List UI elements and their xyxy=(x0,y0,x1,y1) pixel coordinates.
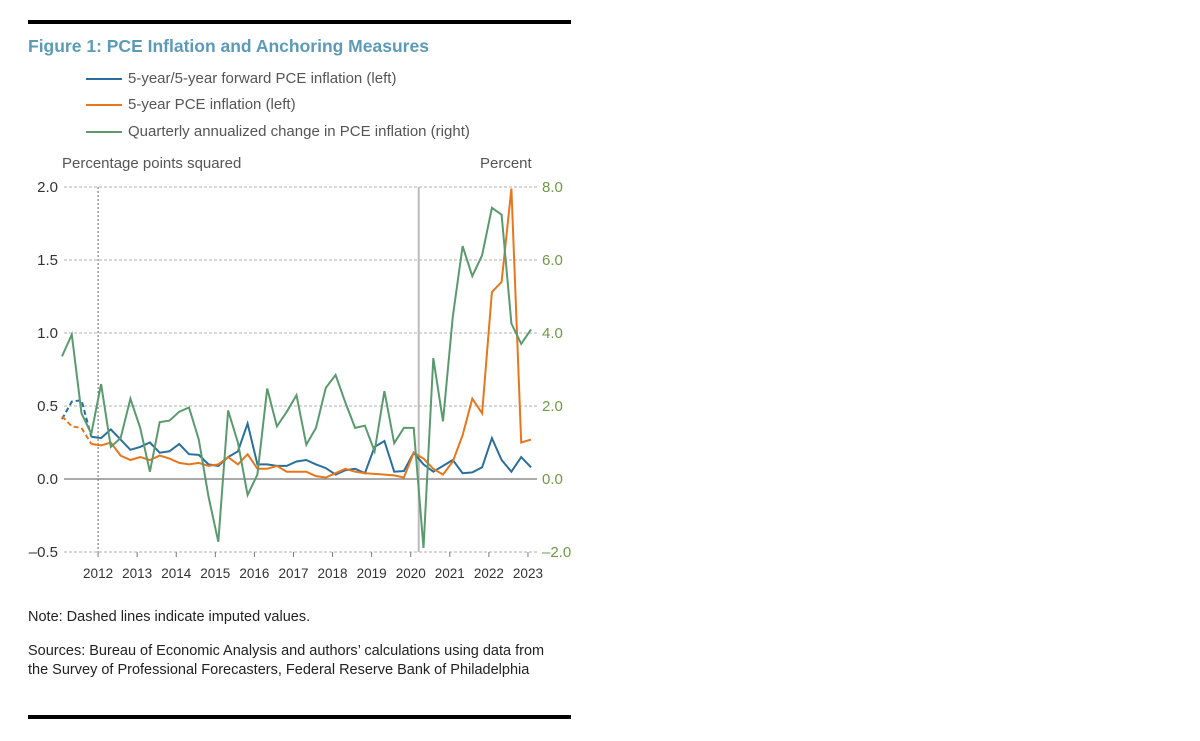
x-tick-label: 2015 xyxy=(200,566,230,581)
x-tick-label: 2012 xyxy=(83,566,113,581)
x-tick-label: 2023 xyxy=(513,566,543,581)
sources-text: Sources: Bureau of Economic Analysis and… xyxy=(28,643,545,678)
figure-title: Figure 1: PCE Inflation and Anchoring Me… xyxy=(28,36,429,56)
y-tick-label-left: 2.0 xyxy=(37,179,58,196)
legend-swatch-orange xyxy=(86,103,122,106)
legend-item-5year: 5-year PCE inflation (left) xyxy=(86,96,296,113)
right-axis-title: Percent xyxy=(480,155,532,172)
y-tick-label-right: 4.0 xyxy=(542,325,563,342)
y-tick-label-right: –2.0 xyxy=(542,544,571,561)
legend-item-forward: 5-year/5-year forward PCE inflation (lef… xyxy=(86,70,396,87)
y-tick-label-right: 6.0 xyxy=(542,252,563,269)
x-tick-label: 2017 xyxy=(278,566,308,581)
x-tick-label: 2016 xyxy=(239,566,269,581)
y-tick-label-right: 0.0 xyxy=(542,471,563,488)
y-tick-label-left: 0.0 xyxy=(37,471,58,488)
note-text: Note: Dashed lines indicate imputed valu… xyxy=(28,609,311,625)
series-line-forward-inflation-imputed xyxy=(61,399,93,437)
y-tick-label-left: –0.5 xyxy=(29,544,58,561)
y-tick-label-right: 2.0 xyxy=(542,398,563,415)
series-line-five-year-inflation-imputed xyxy=(61,415,93,445)
y-tick-label-right: 8.0 xyxy=(542,179,563,196)
x-tick-label: 2022 xyxy=(474,566,504,581)
series-line-forward-inflation xyxy=(91,419,532,476)
series-line-quarterly-change xyxy=(61,206,532,549)
legend-label: 5-year/5-year forward PCE inflation (lef… xyxy=(128,70,397,87)
top-rule xyxy=(28,20,571,24)
x-tick-label: 2014 xyxy=(161,566,192,581)
series-line-five-year-inflation xyxy=(91,188,532,479)
x-tick-label: 2019 xyxy=(357,566,387,581)
x-tick-label: 2021 xyxy=(435,566,465,581)
legend-swatch-blue xyxy=(86,77,122,80)
left-axis-title: Percentage points squared xyxy=(62,155,242,172)
x-tick-label: 2013 xyxy=(122,566,152,581)
legend-label: Quarterly annualized change in PCE infla… xyxy=(128,123,470,140)
y-tick-label-left: 1.0 xyxy=(37,325,58,342)
legend-swatch-green xyxy=(86,130,122,133)
x-tick-label: 2020 xyxy=(396,566,426,581)
x-tick-label: 2018 xyxy=(318,566,348,581)
y-tick-label-left: 1.5 xyxy=(37,252,58,269)
legend-item-quarterly: Quarterly annualized change in PCE infla… xyxy=(86,123,470,140)
y-tick-label-left: 0.5 xyxy=(37,398,58,415)
bottom-rule xyxy=(28,715,571,719)
legend-label: 5-year PCE inflation (left) xyxy=(128,96,296,113)
